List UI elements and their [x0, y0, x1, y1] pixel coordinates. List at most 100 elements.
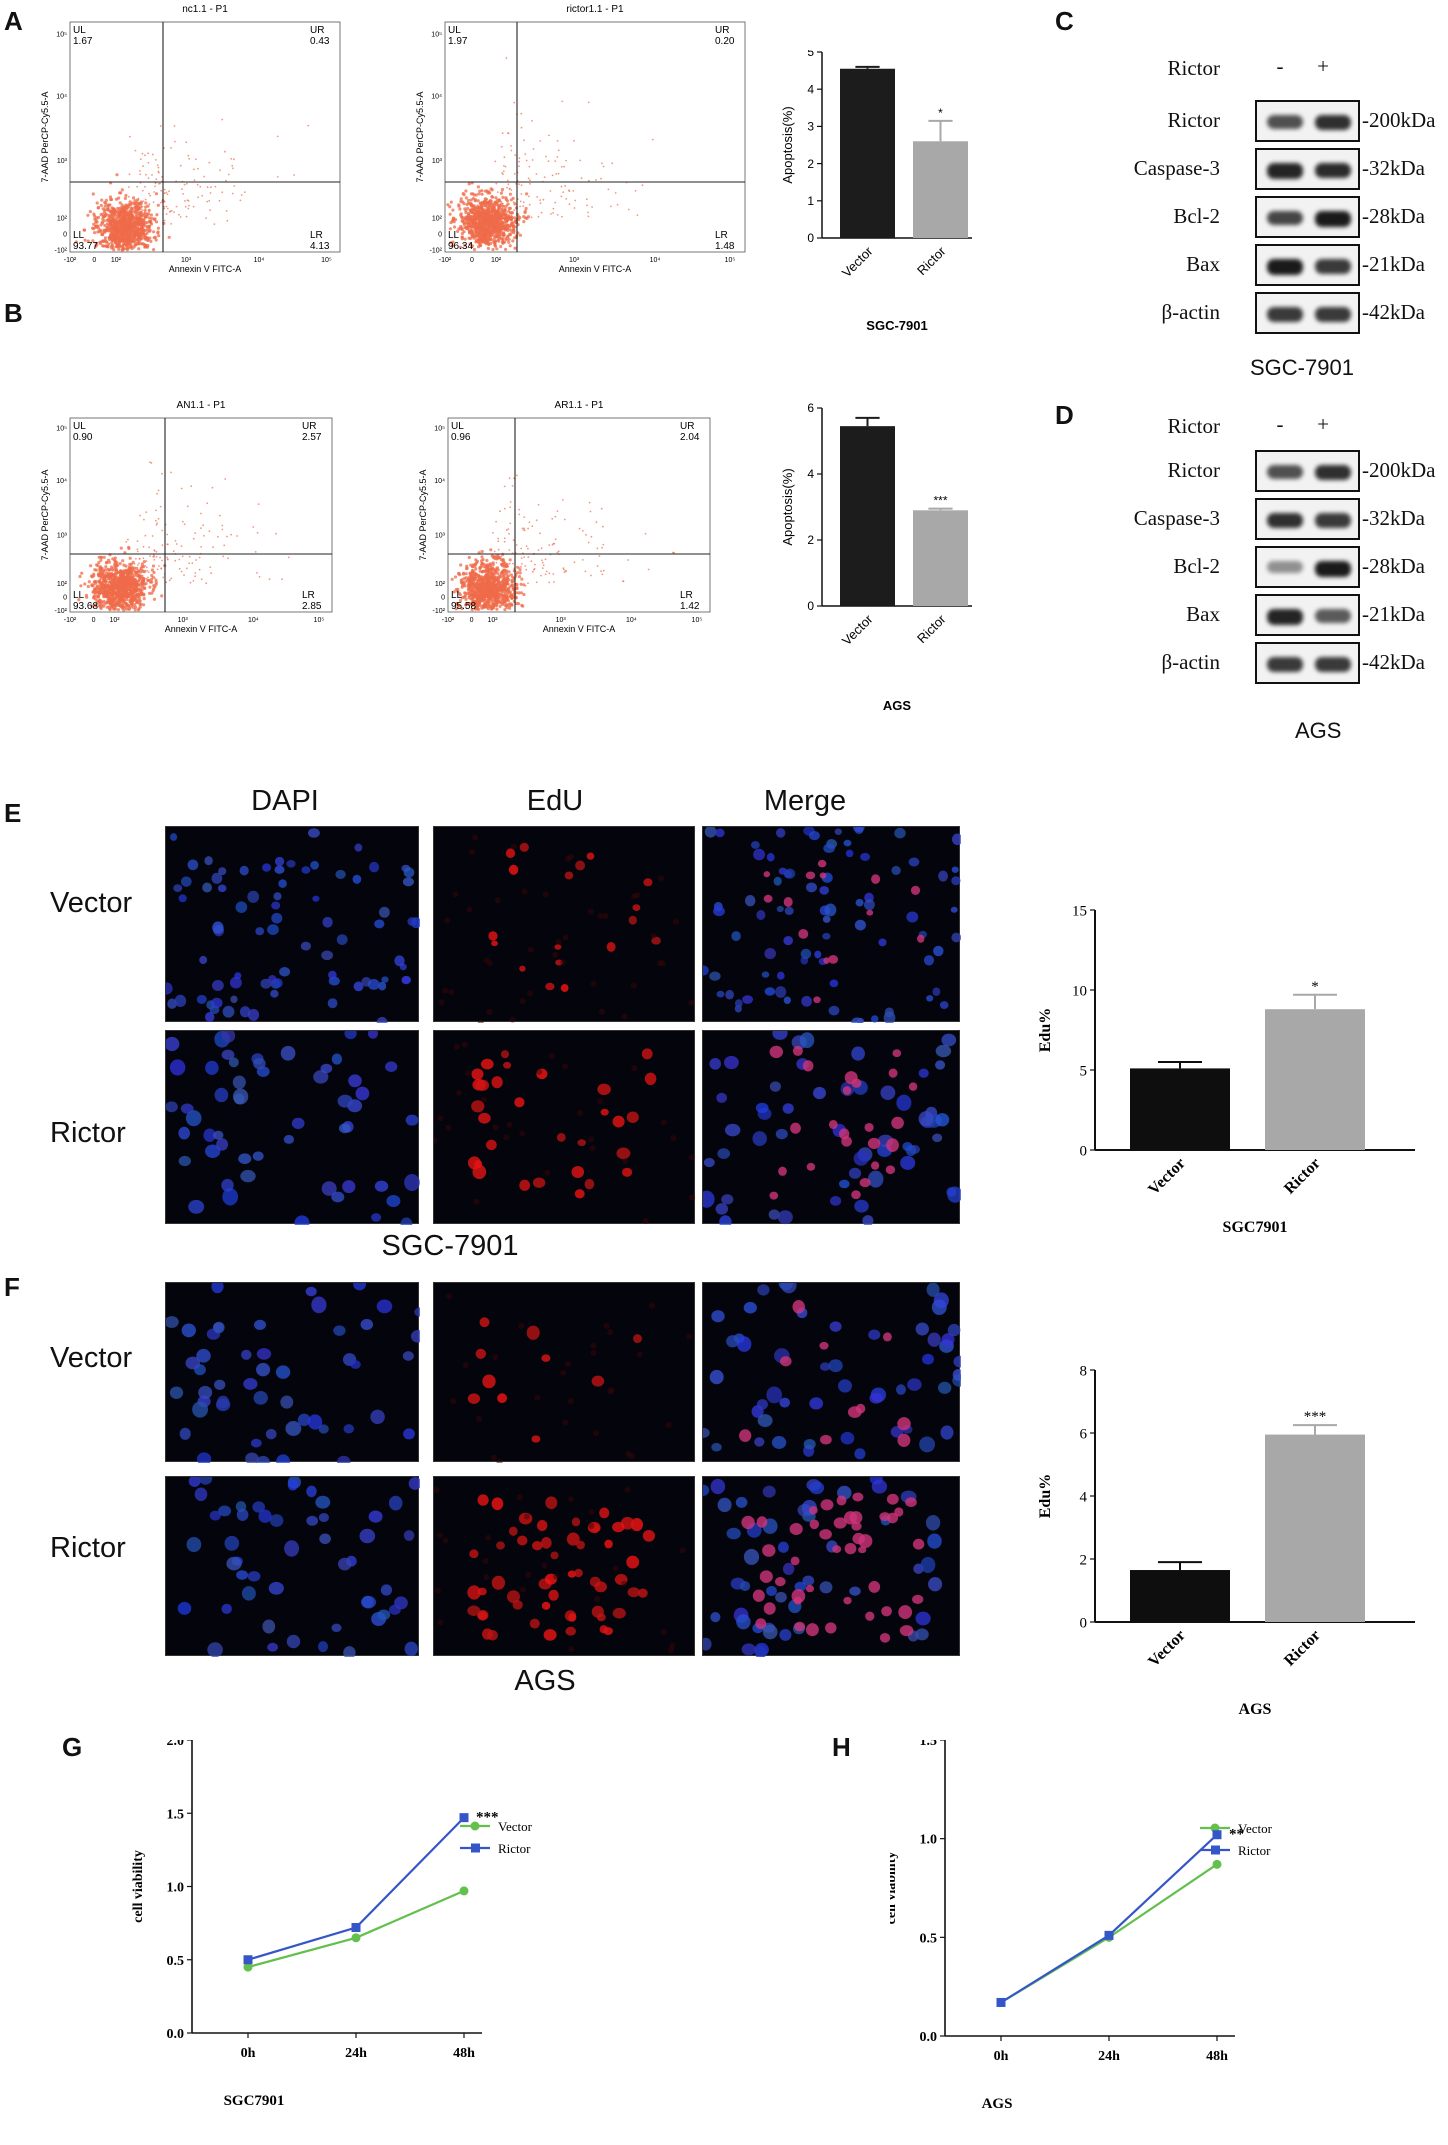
- chart-F-ytick-label: 8: [1080, 1363, 1088, 1379]
- flow-ar-xtick: 10³: [556, 617, 567, 624]
- chart-B-ytick-label: 2: [807, 533, 814, 547]
- chart-G-xtick-label: 24h: [345, 2046, 367, 2061]
- wb-band-box: [1255, 450, 1360, 492]
- flow-an-ur-value: 2.57: [302, 432, 322, 443]
- flow-nc-ll-value: 93.77: [73, 241, 98, 252]
- micrograph-merge-rictor: [702, 1476, 960, 1657]
- caption-ags: AGS: [514, 1665, 576, 1697]
- chart-H-point-rictor: [1212, 1830, 1222, 1840]
- flow-ar-lr-value: 1.42: [680, 601, 700, 612]
- wb-band: [1315, 561, 1351, 577]
- flow-ar-ytick: 0: [441, 594, 445, 601]
- flow-ar-ul-label: UL: [451, 421, 464, 432]
- flow-ar-ylabel: 7-AAD PerCP-Cy5.5-A: [418, 469, 428, 560]
- chart-E-ylabel: Edu%: [1037, 1008, 1054, 1052]
- wb-band-box: [1255, 498, 1360, 540]
- flow-an-xtick: 10²: [109, 617, 120, 624]
- flow-rictor-ytick: 10⁴: [431, 94, 442, 101]
- flow-nc-title: nc1.1 - P1: [182, 4, 228, 15]
- flow-an-ll-value: 93.68: [73, 601, 98, 612]
- flow-rictor-lr-label: LR: [715, 230, 728, 241]
- wb-band-box: [1255, 594, 1360, 636]
- wb-label-caspase-3: Caspase-3: [1133, 506, 1220, 530]
- flow-ar-ll-value: 95.58: [451, 601, 476, 612]
- micrograph-merge-rictor: [702, 1030, 961, 1225]
- chart-A-bar-vector: [840, 68, 895, 239]
- chart-B-category-label: Rictor: [914, 611, 949, 646]
- flow-ar-ur-value: 2.04: [680, 432, 700, 443]
- flow-an-ur-label: UR: [302, 421, 316, 432]
- chart-E-ytick-label: 15: [1072, 903, 1087, 919]
- wb-kda-label: -42kDa: [1362, 650, 1425, 674]
- chart-E-bar-vector: [1130, 1068, 1230, 1150]
- flow-nc-xtick: 10⁴: [254, 257, 265, 264]
- flow-ar-ytick: -10²: [433, 608, 446, 615]
- flow-nc-xtick: 10²: [111, 257, 122, 264]
- flow-rictor-xtick: 10³: [569, 257, 580, 264]
- chart-B-xlabel: AGS: [883, 698, 912, 710]
- flow-an-xtick: 10³: [178, 617, 189, 624]
- wb-header: Rictor: [1167, 56, 1221, 80]
- flow-nc-ytick: 10⁴: [56, 94, 67, 101]
- flow-an-ylabel: 7-AAD PerCP-Cy5.5-A: [40, 469, 50, 560]
- row-label-rictor-f: Rictor: [50, 1532, 126, 1564]
- chart-G-point-rictor: [351, 1923, 361, 1933]
- chart-B-ylabel: Apoptosis(%): [780, 468, 795, 545]
- panel-label-c: C: [1055, 6, 1074, 36]
- edu-chart-ags: 0 2 4 6 8 Vector *** Rictor AGS Edu%: [1037, 1363, 1415, 1718]
- chart-H-legend-label: Vector: [1238, 1821, 1273, 1836]
- wb-band: [1267, 609, 1303, 625]
- chart-A-category-label: Rictor: [914, 243, 949, 278]
- panel-label-g: G: [62, 1732, 83, 1762]
- flow-ar-xtick: 10⁴: [626, 617, 637, 624]
- wb-kda-label: -28kDa: [1362, 204, 1425, 228]
- chart-A-ytick-label: 3: [807, 120, 814, 134]
- flow-ar-xlabel: Annexin V FITC-A: [543, 624, 616, 634]
- wb-label-caspase-3: Caspase-3: [1133, 156, 1220, 180]
- wb-label-bax: Bax: [1186, 252, 1220, 276]
- flow-ar-ul-value: 0.96: [451, 432, 471, 443]
- flow-ar-xtick: -10²: [442, 617, 455, 624]
- flow-rictor-xtick: 10²: [491, 257, 502, 264]
- flow-nc-ul-value: 1.67: [73, 36, 93, 47]
- wb-label--actin: β-actin: [1161, 300, 1221, 324]
- chart-A-xlabel: SGC-7901: [866, 318, 927, 333]
- chart-G-xtick-label: 0h: [241, 2046, 256, 2061]
- flow-nc-ytick: 10³: [57, 158, 68, 165]
- wb-band: [1315, 513, 1351, 528]
- panel-label-a: A: [4, 6, 23, 36]
- wb-band: [1267, 115, 1303, 129]
- chart-H-significance: **: [1229, 1827, 1244, 1843]
- wb-plus: +: [1317, 412, 1329, 436]
- wb-band-box: [1255, 100, 1360, 142]
- col-label-edu: EdU: [526, 785, 584, 817]
- viability-chart-ags: 0.0 0.5 1.0 1.5 0h 24h 48h Vector Rictor** cell v…: [890, 1740, 1273, 2112]
- chart-E-significance: *: [1311, 979, 1319, 995]
- chart-G-point-rictor: [459, 1813, 469, 1823]
- flow-rictor-ul-value: 1.97: [448, 36, 468, 47]
- chart-H-xtick-label: 0h: [994, 2049, 1009, 2064]
- wb-band: [1315, 211, 1351, 227]
- chart-B-bar-vector: [840, 426, 895, 606]
- flow-ar-xtick: 0: [470, 617, 474, 624]
- flow-an-ytick: 10²: [57, 581, 68, 588]
- micrograph-merge-vector: [702, 826, 961, 1023]
- flow-rictor-xtick: 10⁴: [650, 257, 661, 264]
- micrograph-dapi-rictor: [165, 1476, 420, 1657]
- flow-rictor-ytick: 10³: [432, 158, 443, 165]
- flow-nc-ur-label: UR: [310, 25, 324, 36]
- flow-an-ul-value: 0.90: [73, 432, 93, 443]
- wb-label-bax: Bax: [1186, 602, 1220, 626]
- panel-label-b: B: [4, 298, 23, 328]
- flow-nc-events: [74, 118, 310, 252]
- wb-label--actin: β-actin: [1161, 650, 1221, 674]
- flow-an-ytick: 10³: [57, 532, 68, 539]
- wb-band: [1315, 465, 1351, 481]
- apoptosis-chart-ags: 0 2 4 6 Vector *** Rictor AGS Apoptosis(%): [780, 401, 972, 710]
- chart-G-xlabel: SGC7901: [224, 2093, 285, 2109]
- chart-E-ytick-label: 10: [1072, 983, 1087, 999]
- wb-label-rictor: Rictor: [1167, 108, 1221, 132]
- chart-F-ylabel: Edu%: [1037, 1474, 1054, 1518]
- flow-an-ytick: 0: [63, 594, 67, 601]
- flow-ar-ytick: 10²: [435, 581, 446, 588]
